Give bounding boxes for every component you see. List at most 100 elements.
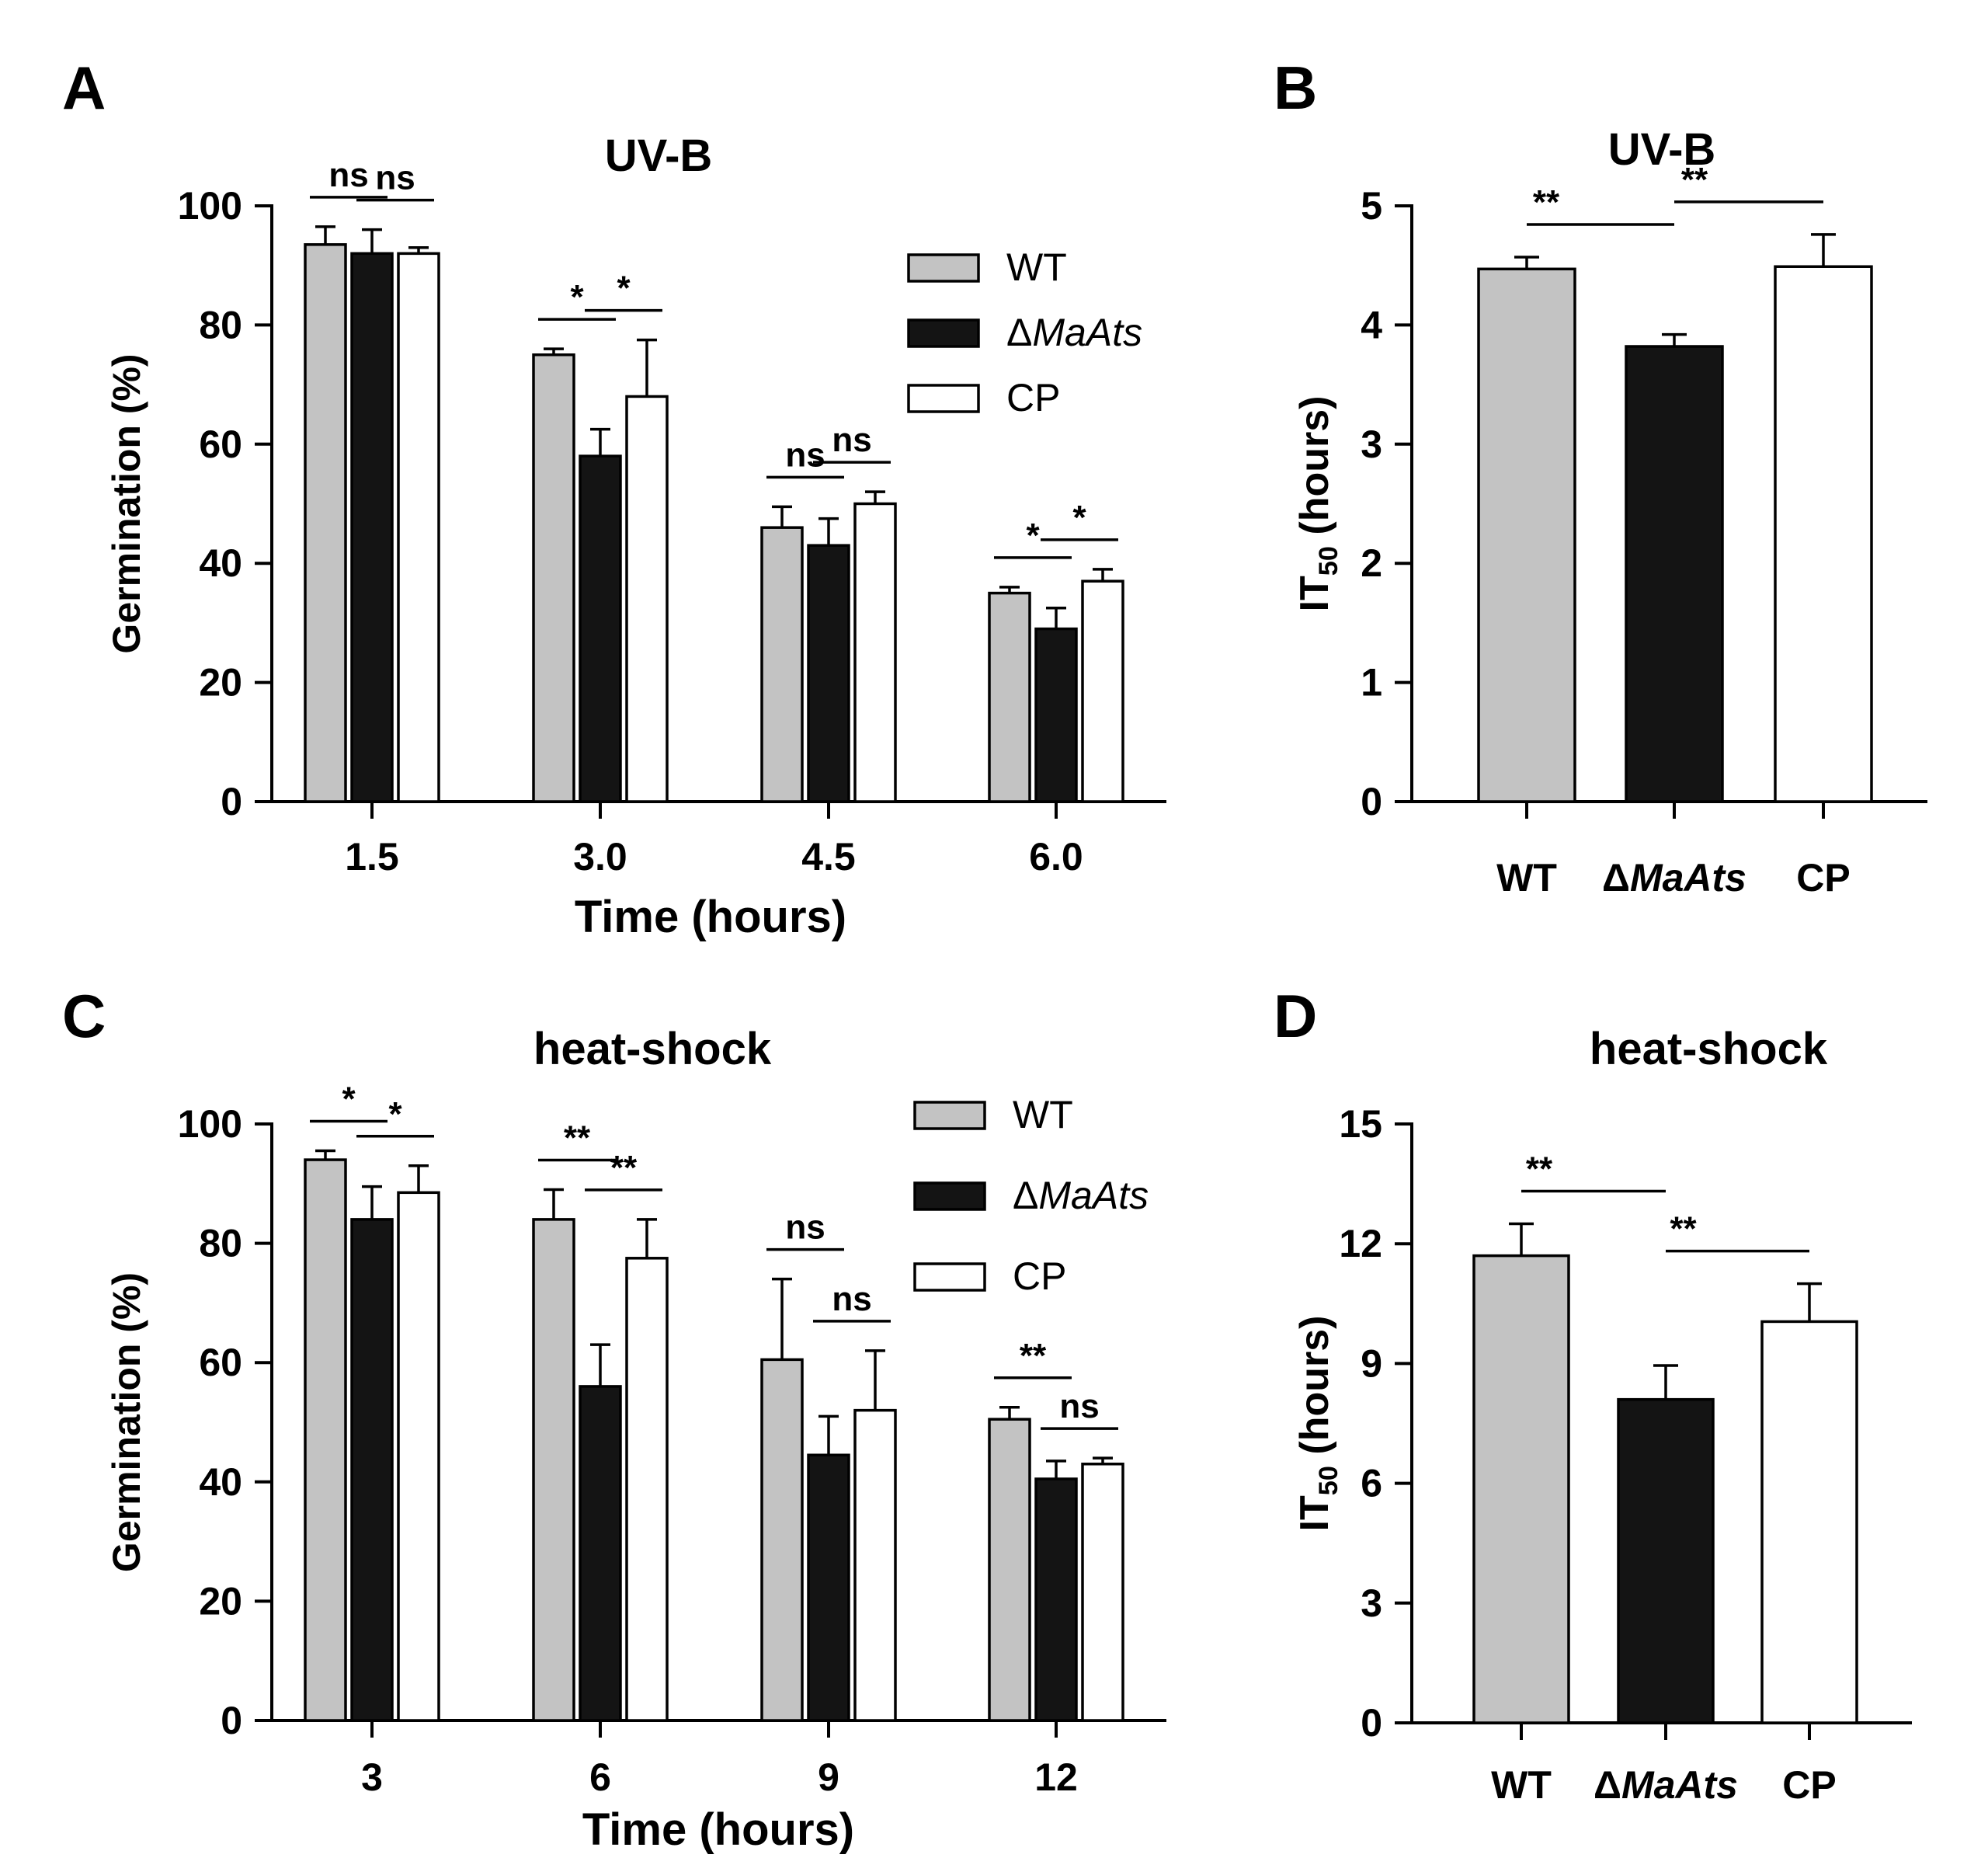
x-tick-label: 3.0	[573, 835, 627, 879]
x-tick-label: 6	[589, 1755, 611, 1799]
bar-cp-3.0	[625, 395, 669, 803]
x-tick-label: CP	[1796, 856, 1850, 899]
panel-a: A UV-B 0 20 40 60 80 100 Germination (%) Time (ho…	[62, 54, 1166, 942]
panel-letter: C	[62, 982, 106, 1050]
bar-cp-12	[1081, 1463, 1124, 1722]
significance-label: *	[342, 1080, 356, 1119]
chart-title: heat-shock	[533, 1024, 772, 1074]
y-tick-label: 0	[221, 1699, 242, 1742]
legend-swatch	[913, 1101, 986, 1130]
legend-label: CP	[1013, 1254, 1066, 1298]
bar-wt-4.5	[760, 526, 804, 803]
y-tick-label: 2	[1361, 541, 1382, 585]
bar-cp-1.5	[397, 252, 440, 803]
chart-title: UV-B	[605, 130, 713, 181]
x-tick-label: 1.5	[345, 835, 399, 879]
significance-label: *	[617, 270, 631, 308]
legend-swatch	[907, 318, 980, 348]
y-axis-label: Germination (%)	[105, 353, 148, 653]
y-tick-label: 80	[199, 303, 242, 346]
panel-letter: D	[1274, 982, 1317, 1050]
significance-label: *	[1072, 499, 1086, 537]
legend-label: ΔMaAts	[1006, 311, 1142, 354]
y-axis-label: Germination (%)	[105, 1272, 148, 1572]
bar-cp	[1774, 265, 1873, 803]
y-tick-label: 100	[178, 184, 242, 228]
y-tick-label: 5	[1361, 184, 1382, 228]
significance-label: **	[1681, 161, 1708, 199]
y-tick-label: 12	[1339, 1222, 1382, 1265]
y-tick-label: 100	[178, 1102, 242, 1146]
significance-label: **	[1670, 1210, 1697, 1248]
bar-wt-1.5	[304, 243, 347, 803]
bar-delta-maats-3.0	[579, 454, 622, 803]
x-tick-label: ΔMaAts	[1602, 856, 1746, 899]
y-tick-label: 0	[221, 780, 242, 823]
y-tick-label: 40	[199, 541, 242, 585]
legend-label: WT	[1006, 245, 1067, 289]
chart-title: UV-B	[1608, 124, 1716, 175]
panel-letter: A	[62, 54, 106, 122]
bar-delta-maats	[1617, 1397, 1715, 1724]
y-tick-label: 60	[199, 423, 242, 466]
significance-label: **	[1526, 1150, 1553, 1188]
panel-letter: B	[1274, 54, 1317, 122]
y-tick-label: 1	[1361, 661, 1382, 705]
significance-label: **	[1533, 183, 1560, 221]
significance-label: **	[610, 1149, 638, 1187]
y-tick-label: 40	[199, 1460, 242, 1504]
bar-delta-maats	[1625, 345, 1724, 803]
bar-cp-9	[853, 1408, 897, 1722]
y-axis-label: IT50 (hours)	[1292, 396, 1343, 612]
y-tick-label: 0	[1361, 1701, 1382, 1745]
bar-wt-6	[532, 1218, 575, 1722]
significance-label: *	[570, 278, 584, 316]
legend-swatch	[913, 1262, 986, 1292]
y-tick-label: 3	[1361, 423, 1382, 466]
bar-delta-maats-6	[579, 1385, 622, 1722]
significance-label: *	[1026, 517, 1040, 555]
legend-label: CP	[1006, 376, 1060, 419]
significance-label: **	[564, 1119, 591, 1157]
bar-cp-6	[625, 1257, 669, 1722]
significance-label: **	[1020, 1337, 1047, 1375]
significance-label: ns	[832, 421, 871, 459]
y-tick-label: 60	[199, 1341, 242, 1384]
y-tick-label: 3	[1361, 1581, 1382, 1625]
legend-swatch	[907, 384, 980, 413]
bar-wt-9	[760, 1358, 804, 1722]
significance-label: ns	[785, 1209, 825, 1247]
bar-delta-maats-6.0	[1034, 627, 1078, 803]
significance-label: ns	[785, 436, 825, 474]
significance-label: ns	[1059, 1387, 1099, 1425]
y-tick-label: 4	[1361, 303, 1382, 346]
legend-label: ΔMaAts	[1013, 1174, 1149, 1217]
x-tick-label: 3	[361, 1755, 383, 1799]
bar-delta-maats-1.5	[350, 252, 394, 803]
x-axis-label: Time (hours)	[582, 1804, 854, 1855]
bar-cp-6.0	[1081, 579, 1124, 803]
bar-wt	[1472, 1254, 1570, 1724]
bar-wt-12	[988, 1418, 1031, 1722]
bar-cp-4.5	[853, 502, 897, 803]
significance-label: ns	[328, 156, 368, 194]
x-tick-label: WT	[1496, 856, 1557, 899]
bar-delta-maats-9	[807, 1453, 850, 1722]
y-tick-label: 6	[1361, 1462, 1382, 1505]
panel-b: B UV-B 0 1 2 3 4 5 IT50 (hours) WT ΔMaAts CP ** **	[1274, 54, 1927, 899]
y-tick-label: 20	[199, 661, 242, 705]
chart-title: heat-shock	[1590, 1024, 1828, 1074]
legend-label: WT	[1013, 1093, 1073, 1136]
x-tick-label: 6.0	[1029, 835, 1083, 879]
y-tick-label: 0	[1361, 780, 1382, 823]
x-tick-label: CP	[1782, 1763, 1836, 1807]
bar-delta-maats-12	[1034, 1477, 1078, 1722]
y-tick-label: 9	[1361, 1341, 1382, 1385]
x-tick-label: 9	[818, 1755, 839, 1799]
bar-delta-maats-4.5	[807, 544, 850, 803]
x-tick-label: WT	[1491, 1763, 1552, 1807]
significance-label: ns	[375, 159, 415, 197]
legend-swatch	[907, 253, 980, 283]
x-tick-label: ΔMaAts	[1594, 1763, 1738, 1807]
